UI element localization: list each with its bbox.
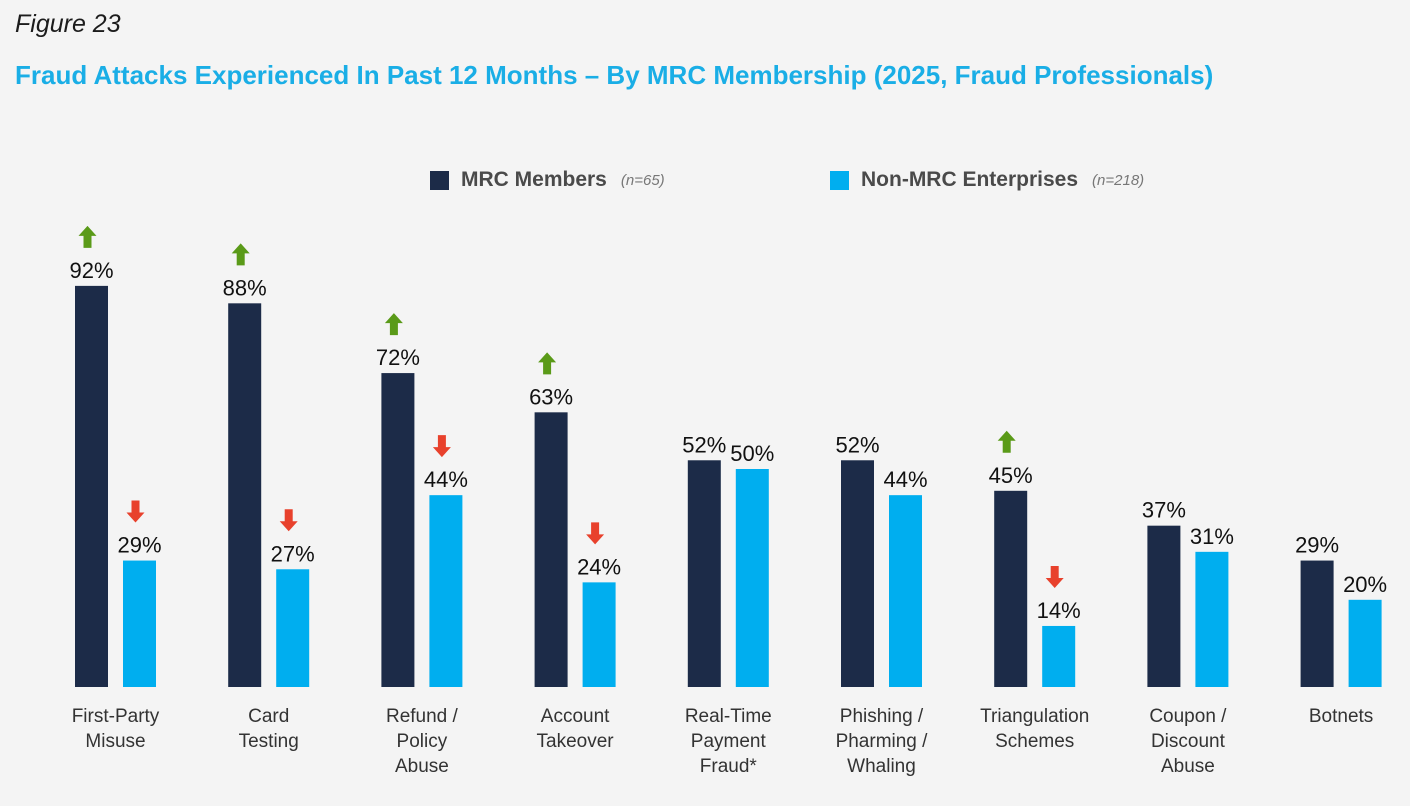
down-arrow-icon-non-mrc-0: [126, 500, 145, 523]
data-label-mrc-5: 52%: [835, 432, 879, 457]
up-arrow-icon-mrc-1: [231, 243, 250, 266]
bar-mrc-3: [534, 412, 568, 687]
legend-n-non-mrc-enterprises: (n=218): [1092, 171, 1145, 189]
bar-non-mrc-0: [123, 560, 156, 687]
down-arrow-icon-non-mrc-3: [586, 522, 605, 545]
category-label-1-line-0: Card: [248, 706, 289, 727]
category-label-2-line-0: Refund /: [386, 706, 459, 727]
bar-mrc-0: [75, 285, 108, 687]
bar-non-mrc-6: [1042, 625, 1076, 687]
data-label-mrc-4: 52%: [682, 432, 726, 457]
category-label-7-line-2: Abuse: [1161, 756, 1215, 777]
data-label-non-mrc-1: 27%: [271, 541, 315, 566]
data-label-mrc-6: 45%: [989, 463, 1033, 488]
data-label-non-mrc-5: 44%: [883, 467, 927, 492]
category-label-3-line-1: Takeover: [537, 731, 615, 752]
down-arrow-icon-non-mrc-2: [432, 435, 451, 458]
category-label-7-line-1: Discount: [1151, 731, 1226, 752]
legend-n-mrc-members: (n=65): [620, 171, 665, 189]
data-label-mrc-0: 92%: [69, 258, 113, 283]
data-label-mrc-2: 72%: [376, 345, 420, 370]
data-label-mrc-3: 63%: [529, 384, 573, 409]
legend-item-mrc-members: MRC Members (n=65): [430, 166, 665, 194]
category-label-5-line-2: Whaling: [847, 756, 916, 777]
legend-label-mrc-members: MRC Members: [461, 168, 607, 191]
category-label-4-line-0: Real-Time: [685, 706, 772, 727]
category-label-2-line-1: Policy: [397, 731, 448, 752]
category-label-4-line-2: Fraud*: [700, 756, 758, 777]
bar-mrc-1: [228, 303, 262, 687]
bar-non-mrc-1: [276, 569, 310, 687]
data-label-non-mrc-0: 29%: [117, 533, 161, 558]
legend-label-non-mrc-enterprises: Non-MRC Enterprises: [861, 168, 1079, 191]
up-arrow-icon-mrc-2: [384, 313, 403, 336]
category-label-1-line-1: Testing: [239, 731, 299, 752]
figure-label: Figure 23: [15, 10, 121, 38]
data-label-non-mrc-2: 44%: [424, 467, 468, 492]
category-label-2-line-2: Abuse: [395, 756, 449, 777]
bar-non-mrc-3: [582, 582, 616, 687]
chart-title: Fraud Attacks Experienced In Past 12 Mon…: [15, 60, 1214, 90]
bar-non-mrc-5: [889, 495, 922, 687]
category-label-6-line-0: Triangulation: [980, 706, 1089, 727]
bar-mrc-6: [994, 490, 1028, 687]
data-label-non-mrc-8: 20%: [1343, 572, 1387, 597]
bar-mrc-4: [687, 460, 721, 687]
bar-mrc-5: [841, 460, 874, 687]
bar-non-mrc-8: [1348, 599, 1382, 687]
category-label-7-line-0: Coupon /: [1149, 706, 1227, 727]
up-arrow-icon-mrc-6: [997, 430, 1016, 453]
data-label-non-mrc-6: 14%: [1037, 598, 1081, 623]
data-label-mrc-8: 29%: [1295, 533, 1339, 558]
category-label-5-line-0: Phishing /: [840, 706, 924, 727]
down-arrow-icon-non-mrc-6: [1045, 565, 1064, 588]
data-label-mrc-7: 37%: [1142, 498, 1186, 523]
category-label-6-line-1: Schemes: [995, 731, 1074, 752]
up-arrow-icon-mrc-3: [538, 352, 557, 375]
bar-mrc-8: [1300, 560, 1334, 687]
data-label-non-mrc-3: 24%: [577, 554, 621, 579]
data-label-non-mrc-7: 31%: [1190, 524, 1234, 549]
category-label-0-line-1: Misuse: [85, 731, 145, 752]
category-label-0-line-0: First-Party: [72, 706, 160, 727]
up-arrow-icon-mrc-0: [78, 225, 97, 248]
legend-swatch-mrc-members: [430, 170, 449, 190]
data-label-mrc-1: 88%: [223, 275, 267, 300]
category-label-4-line-1: Payment: [691, 731, 767, 752]
category-label-8-line-0: Botnets: [1309, 706, 1373, 727]
down-arrow-icon-non-mrc-1: [279, 509, 298, 532]
bar-mrc-2: [381, 373, 415, 687]
data-label-non-mrc-4: 50%: [730, 441, 774, 466]
bar-non-mrc-7: [1195, 551, 1229, 687]
legend-item-non-mrc-enterprises: Non-MRC Enterprises (n=218): [830, 166, 1144, 194]
bar-mrc-7: [1147, 525, 1181, 687]
category-label-5-line-1: Pharming /: [836, 731, 929, 752]
bar-non-mrc-2: [429, 495, 463, 687]
legend-swatch-non-mrc-enterprises: [830, 170, 849, 190]
category-label-3-line-0: Account: [541, 706, 610, 727]
bar-non-mrc-4: [735, 469, 769, 687]
